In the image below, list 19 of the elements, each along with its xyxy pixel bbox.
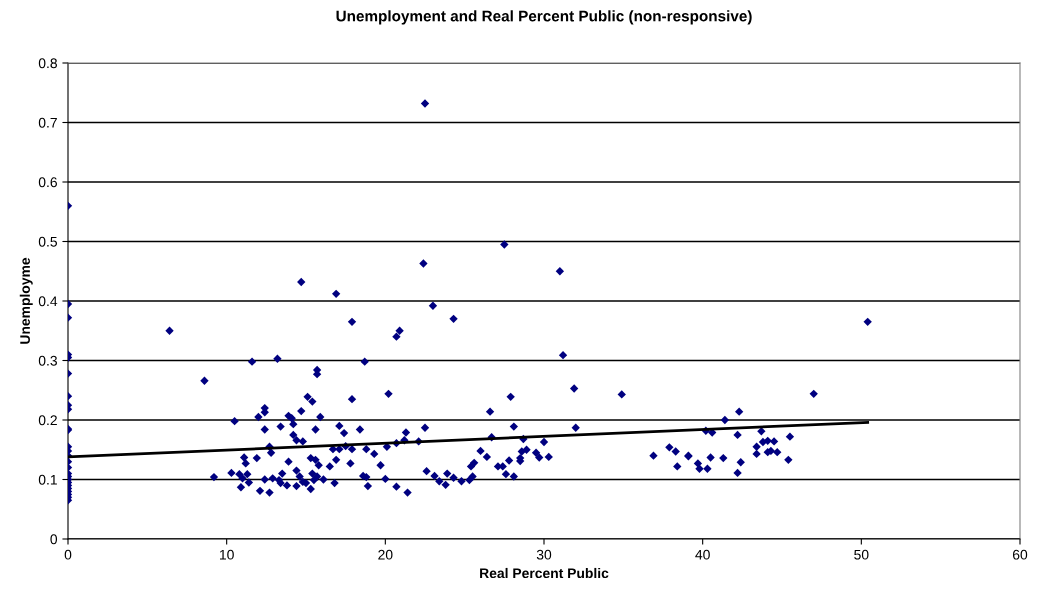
y-tick-label: 0 (50, 534, 58, 545)
x-tick-label: 20 (378, 549, 393, 560)
x-tick-label: 10 (220, 549, 234, 560)
x-tick-label: 0 (64, 549, 72, 560)
y-tick-label: 0.4 (38, 296, 58, 307)
y-tick-label: 0.2 (38, 415, 57, 426)
y-axis-title: Unemployme (19, 257, 33, 344)
chart-title: Unemployment and Real Percent Public (non-responsive) (336, 10, 752, 25)
y-tick-label: 0.8 (38, 58, 57, 69)
x-tick-label: 30 (536, 549, 552, 560)
x-tick-label: 50 (854, 549, 869, 560)
x-tick-label: 40 (695, 549, 710, 560)
x-axis-title: Real Percent Public (480, 567, 609, 579)
x-tick-label: 60 (1012, 549, 1028, 560)
y-tick-label: 0.6 (38, 177, 57, 188)
y-tick-label: 0.3 (38, 355, 57, 366)
y-tick-label: 0.7 (38, 117, 57, 128)
y-tick-label: 0.5 (38, 236, 57, 247)
y-tick-label: 0.1 (38, 474, 57, 485)
